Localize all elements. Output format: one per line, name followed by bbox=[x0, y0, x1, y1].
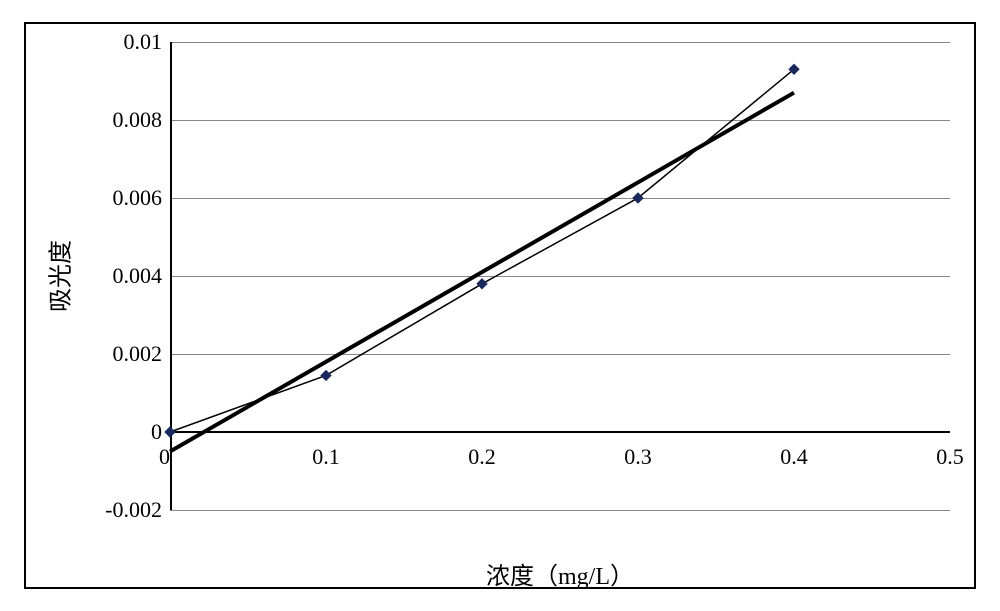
x-axis-title: 浓度（mg/L） bbox=[486, 556, 634, 591]
plot-svg bbox=[170, 42, 950, 510]
xtick-label: 0.4 bbox=[780, 444, 808, 470]
ytick-label: 0.006 bbox=[113, 185, 163, 211]
data-marker bbox=[321, 370, 331, 380]
plot-area: -0.00200.0020.0040.0060.0080.01 bbox=[170, 42, 950, 510]
gridline bbox=[170, 510, 950, 511]
y-axis-title: 吸光度 bbox=[41, 240, 76, 312]
ytick-label: 0.004 bbox=[113, 263, 163, 289]
ytick-label: 0.008 bbox=[113, 107, 163, 133]
ytick-label: 0 bbox=[151, 419, 162, 445]
ytick-label: 0.002 bbox=[113, 341, 163, 367]
xtick-label: 0.3 bbox=[624, 444, 652, 470]
xtick-label: 0.2 bbox=[468, 444, 496, 470]
ytick-label: -0.002 bbox=[105, 497, 162, 523]
xtick-label: 0 bbox=[159, 444, 170, 470]
ytick-label: 0.01 bbox=[124, 29, 163, 55]
data-marker bbox=[477, 279, 487, 289]
xtick-label: 0.5 bbox=[936, 444, 964, 470]
calibration-chart: -0.00200.0020.0040.0060.0080.0100.10.20.… bbox=[0, 0, 1000, 611]
data-line bbox=[170, 69, 794, 432]
xtick-label: 0.1 bbox=[312, 444, 340, 470]
